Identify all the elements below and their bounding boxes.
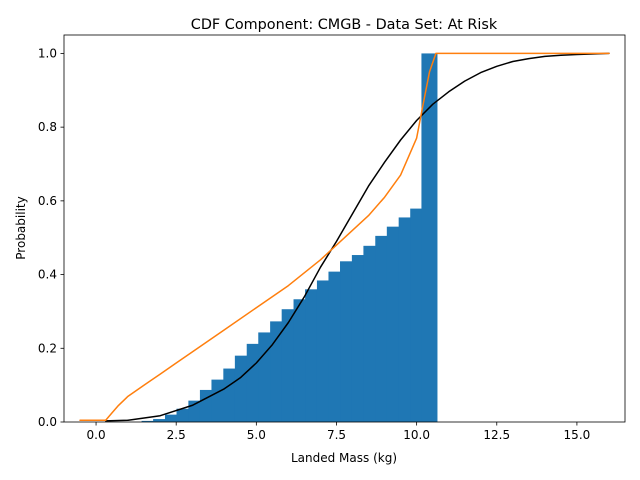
x-tick-label: 7.5 [327,428,346,442]
cdf-bar [153,419,170,422]
y-tick-label: 0.2 [38,341,57,355]
x-tick-label: 10.0 [403,428,430,442]
empirical-cdf-line [79,52,610,421]
x-tick-label: 2.5 [167,428,186,442]
cdf-bar [141,420,158,422]
fitted-cdf-line [104,52,610,422]
x-axis-label: Landed Mass (kg) [291,451,397,465]
x-tick-label: 12.5 [483,428,510,442]
y-axis: 0.0 0.2 0.4 0.6 0.8 1.0 [38,46,64,429]
plot-frame [63,34,626,423]
y-axis-label: Probability [14,196,28,259]
cdf-bar [164,414,182,422]
cdf-bar-final [421,53,438,423]
x-tick-label: 5.0 [247,428,266,442]
x-tick-label: 15.0 [564,428,591,442]
x-axis: 0.0 2.5 5.0 7.5 10.0 12.5 15.0 [87,422,591,442]
x-tick-label: 0.0 [87,428,106,442]
plot-area [79,52,610,423]
chart-title: CDF Component: CMGB - Data Set: At Risk [191,17,498,33]
y-tick-label: 0.8 [38,120,57,134]
y-tick-label: 0.6 [38,194,57,208]
y-tick-label: 0.0 [38,415,57,429]
y-tick-label: 1.0 [38,46,57,60]
y-tick-label: 0.4 [38,268,57,282]
